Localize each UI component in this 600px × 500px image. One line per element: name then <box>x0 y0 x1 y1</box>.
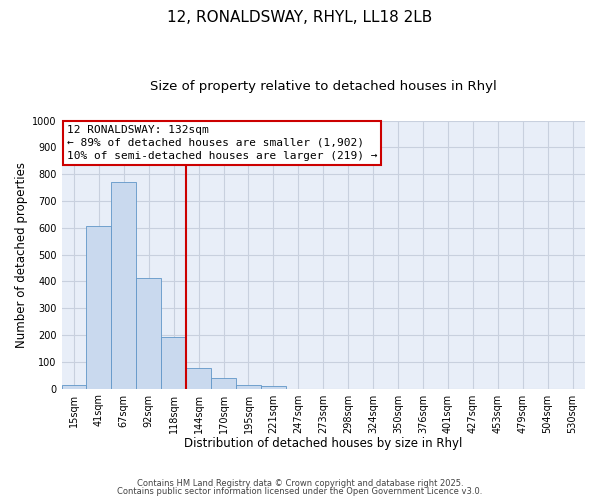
Y-axis label: Number of detached properties: Number of detached properties <box>15 162 28 348</box>
Bar <box>211 378 236 388</box>
Bar <box>236 384 261 388</box>
X-axis label: Distribution of detached houses by size in Rhyl: Distribution of detached houses by size … <box>184 437 463 450</box>
Text: Contains public sector information licensed under the Open Government Licence v3: Contains public sector information licen… <box>118 487 482 496</box>
Bar <box>261 386 286 388</box>
Title: Size of property relative to detached houses in Rhyl: Size of property relative to detached ho… <box>150 80 497 93</box>
Bar <box>62 384 86 388</box>
Bar <box>86 226 112 388</box>
Bar <box>161 337 186 388</box>
Bar <box>136 278 161 388</box>
Text: 12 RONALDSWAY: 132sqm
← 89% of detached houses are smaller (1,902)
10% of semi-d: 12 RONALDSWAY: 132sqm ← 89% of detached … <box>67 124 377 161</box>
Bar <box>186 368 211 388</box>
Text: Contains HM Land Registry data © Crown copyright and database right 2025.: Contains HM Land Registry data © Crown c… <box>137 478 463 488</box>
Bar <box>112 182 136 388</box>
Text: 12, RONALDSWAY, RHYL, LL18 2LB: 12, RONALDSWAY, RHYL, LL18 2LB <box>167 10 433 25</box>
